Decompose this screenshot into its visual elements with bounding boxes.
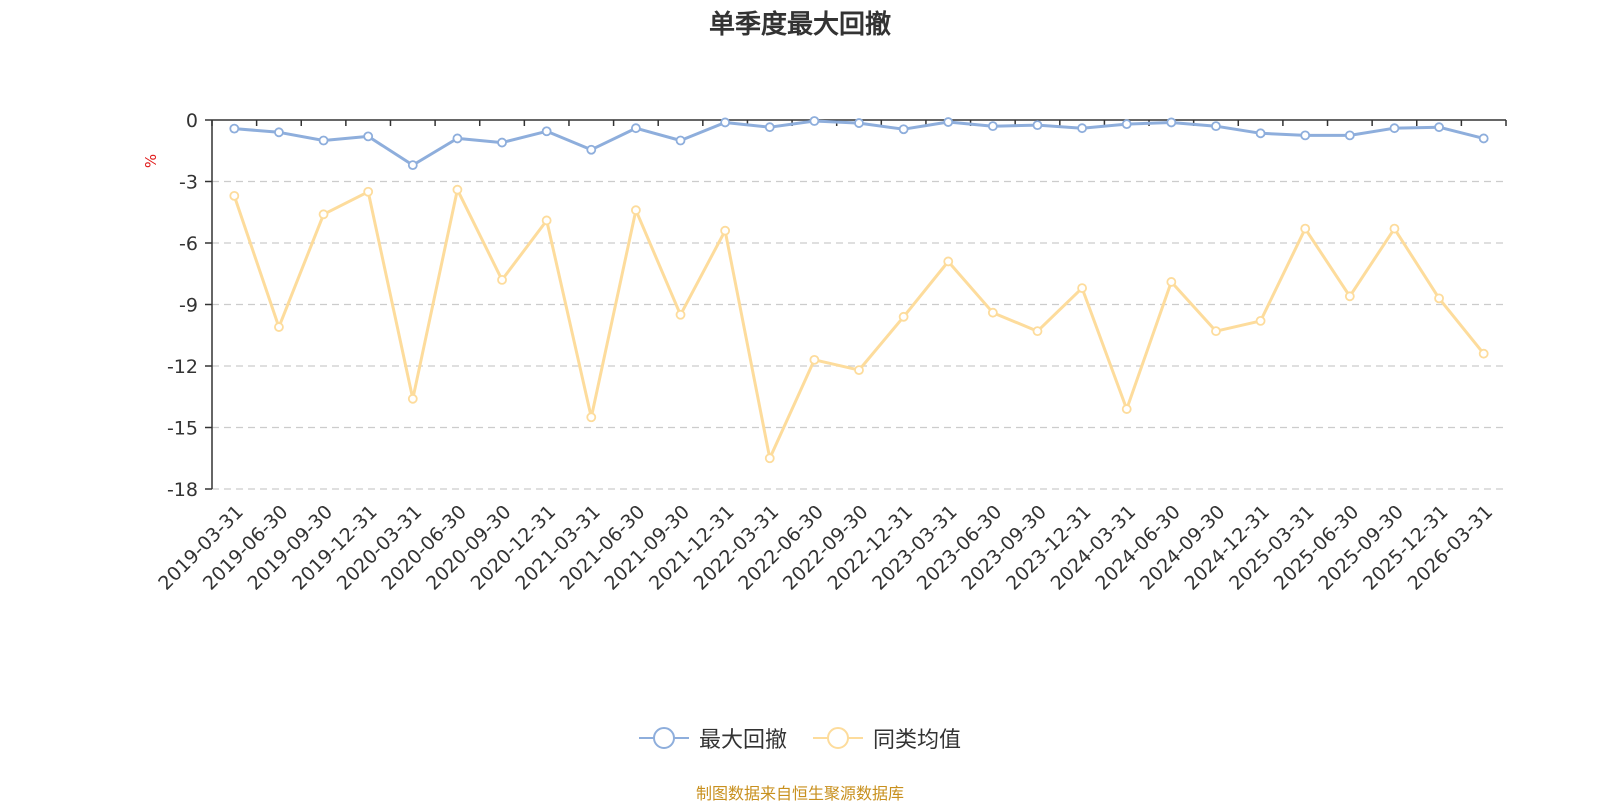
data-point[interactable]: [452, 133, 463, 144]
data-point[interactable]: [407, 160, 418, 171]
data-point[interactable]: [720, 117, 731, 128]
data-point[interactable]: [1478, 133, 1489, 144]
y-tick-label: 0: [186, 110, 198, 132]
data-source-note: 制图数据来自恒生聚源数据库: [695, 784, 904, 803]
data-point[interactable]: [1121, 119, 1132, 129]
data-point[interactable]: [541, 126, 552, 137]
data-point[interactable]: [1032, 326, 1043, 337]
data-point[interactable]: [675, 135, 686, 146]
data-point[interactable]: [1166, 117, 1177, 128]
series-lines: [229, 116, 1489, 464]
legend: 最大回撤 同类均值: [0, 722, 1600, 754]
data-point[interactable]: [586, 144, 597, 155]
line-chart: 0 -3 -6 -9 -12 -15 -18 2019-03-312019-06-30201…: [142, 110, 1507, 595]
legend-item-peer-average[interactable]: 同类均值: [813, 722, 961, 754]
data-point[interactable]: [229, 190, 240, 201]
data-point[interactable]: [1077, 123, 1088, 134]
legend-label-max-drawdown: 最大回撤: [698, 728, 787, 753]
data-point[interactable]: [943, 117, 954, 127]
data-point[interactable]: [764, 122, 775, 133]
data-point[interactable]: [274, 322, 284, 332]
y-tick-label: -18: [167, 479, 198, 501]
data-point[interactable]: [1389, 223, 1400, 234]
data-point[interactable]: [809, 354, 820, 365]
data-point[interactable]: [452, 184, 463, 195]
data-point[interactable]: [630, 123, 641, 134]
data-point[interactable]: [720, 225, 731, 236]
data-point[interactable]: [809, 116, 820, 126]
data-point[interactable]: [1389, 123, 1400, 134]
data-point[interactable]: [854, 118, 864, 128]
y-tick-label: -15: [167, 418, 198, 440]
data-point[interactable]: [898, 124, 909, 135]
data-point[interactable]: [363, 131, 374, 142]
data-point[interactable]: [274, 127, 284, 138]
data-point[interactable]: [1300, 130, 1311, 141]
data-point[interactable]: [1255, 128, 1266, 139]
data-point[interactable]: [541, 215, 552, 226]
data-point[interactable]: [1166, 277, 1177, 287]
data-point[interactable]: [1434, 293, 1444, 304]
y-tick-label: -6: [179, 233, 198, 255]
data-point[interactable]: [854, 365, 864, 376]
data-point[interactable]: [1032, 120, 1043, 131]
gridlines: [212, 180, 1506, 490]
data-point[interactable]: [1434, 122, 1444, 133]
data-point[interactable]: [943, 256, 954, 267]
series-line: [232, 188, 1485, 460]
data-point[interactable]: [363, 186, 374, 197]
y-tick-label: -9: [179, 295, 198, 317]
data-point[interactable]: [1300, 223, 1311, 234]
data-point[interactable]: [630, 205, 641, 216]
data-point[interactable]: [987, 121, 998, 132]
data-point[interactable]: [1077, 283, 1088, 294]
data-point[interactable]: [1121, 404, 1132, 414]
line-circle-icon: [638, 727, 689, 749]
y-tick-labels: 0 -3 -6 -9 -12 -15 -18: [167, 110, 198, 501]
data-point[interactable]: [1478, 348, 1489, 359]
x-tick-labels: 2019-03-312019-06-302019-09-302019-12-31…: [154, 501, 1497, 595]
data-point[interactable]: [407, 393, 418, 404]
data-point[interactable]: [1344, 130, 1355, 141]
data-point[interactable]: [497, 137, 507, 148]
legend-item-max-drawdown[interactable]: 最大回撤: [638, 722, 787, 754]
data-point[interactable]: [898, 311, 909, 322]
line-circle-icon: [813, 727, 863, 749]
series-peer-average: [229, 184, 1489, 464]
series-max-drawdown: [229, 116, 1489, 171]
data-point[interactable]: [497, 274, 507, 285]
data-point[interactable]: [1211, 326, 1221, 337]
chart-title: 单季度最大回撤: [708, 10, 891, 40]
legend-label-peer-average: 同类均值: [873, 728, 962, 753]
data-point[interactable]: [318, 209, 329, 220]
data-point[interactable]: [987, 307, 998, 318]
data-point[interactable]: [229, 123, 240, 134]
y-tick-label: -12: [167, 356, 198, 378]
data-point[interactable]: [1344, 291, 1355, 302]
data-point[interactable]: [764, 453, 775, 464]
data-point[interactable]: [586, 412, 597, 423]
y-axis-label: %: [142, 154, 160, 168]
data-point[interactable]: [318, 135, 329, 146]
data-point[interactable]: [1255, 315, 1266, 326]
data-point[interactable]: [1211, 121, 1221, 132]
data-point[interactable]: [675, 309, 686, 320]
y-tick-label: -3: [179, 172, 198, 194]
